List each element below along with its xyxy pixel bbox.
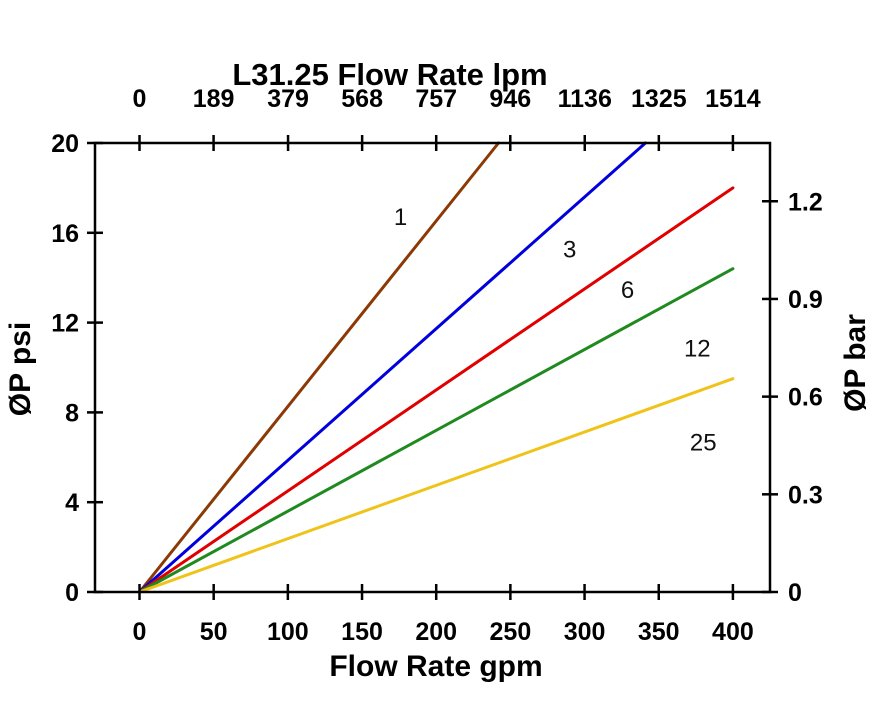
left-tick-label: 12 [51,310,79,338]
series-line-3 [138,141,647,594]
top-tick-label: 1514 [705,85,761,113]
top-tick-label: 379 [267,85,309,113]
series-label-6: 6 [621,277,634,304]
x-tick-label: 300 [564,618,606,646]
series-label-1: 1 [394,204,407,231]
top-tick-label: 757 [415,85,457,113]
series-label-12: 12 [684,335,711,362]
chart-title: L31.25 Flow Rate lpm [232,57,548,92]
right-tick-label: 0.6 [788,384,823,412]
series-line-25 [138,377,735,594]
left-tick-label: 20 [51,130,79,158]
left-tick-label: 8 [65,399,79,427]
left-tick-label: 4 [65,489,79,517]
y-axis-title-left: ØP psi [4,321,37,417]
right-tick-label: 0.9 [788,286,823,314]
x-tick-label: 200 [415,618,457,646]
series-line-12 [138,267,735,594]
x-tick-label: 100 [267,618,309,646]
left-tick-label: 16 [51,220,79,248]
top-tick-label: 189 [193,85,235,113]
x-tick-label: 150 [341,618,383,646]
left-tick-label: 0 [65,579,79,607]
top-tick-label: 1136 [558,85,612,113]
series-label-25: 25 [690,430,717,457]
y-axis-title-right: ØP bar [839,314,872,412]
x-tick-label: 350 [638,618,680,646]
top-tick-label: 0 [133,85,147,113]
right-tick-label: 0.3 [788,481,823,509]
x-tick-label: 50 [200,618,228,646]
right-tick-label: 0 [788,579,802,607]
x-tick-label: 250 [490,618,532,646]
x-tick-label: 0 [133,618,147,646]
series-label-3: 3 [563,236,576,263]
x-axis-title: Flow Rate gpm [329,650,543,683]
top-tick-label: 946 [489,85,531,113]
plot-border [93,141,772,594]
series-line-6 [138,186,735,594]
top-tick-label: 1325 [631,85,687,113]
series-line-1 [138,141,500,594]
right-tick-label: 1.2 [788,188,823,216]
top-tick-label: 568 [341,85,383,113]
x-tick-label: 400 [712,618,754,646]
